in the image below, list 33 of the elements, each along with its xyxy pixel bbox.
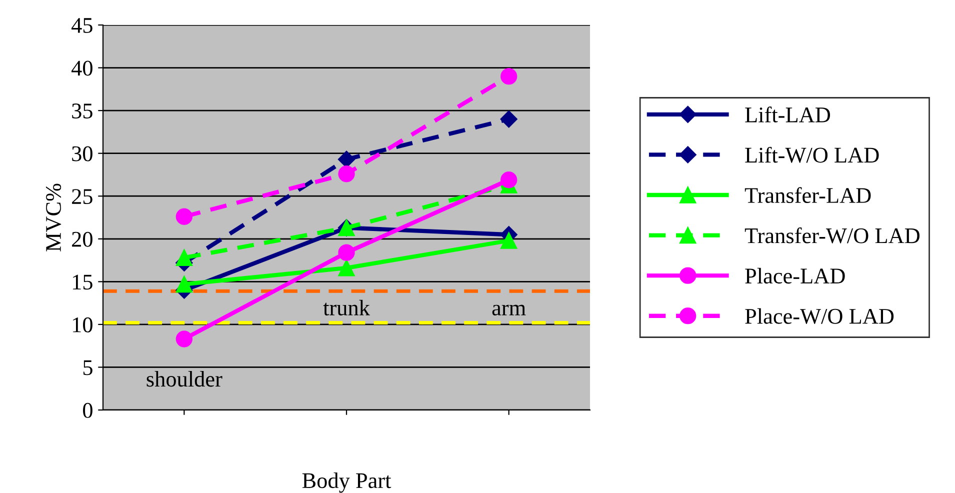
annotation: shoulder bbox=[146, 371, 222, 387]
point bbox=[500, 172, 518, 188]
point bbox=[500, 68, 518, 85]
legend-label: Place-W/O LAD bbox=[745, 308, 894, 324]
y-tick-label: 5 bbox=[83, 360, 92, 376]
legend-label: Lift-W/O LAD bbox=[745, 146, 879, 163]
y-tick-label: 30 bbox=[72, 146, 92, 162]
annotation: arm bbox=[492, 304, 526, 316]
y-tick-label: 20 bbox=[72, 232, 92, 247]
legend-label: Place-LAD bbox=[745, 268, 845, 284]
y-tick-label: 40 bbox=[71, 60, 92, 76]
y-tick-label: 15 bbox=[73, 274, 92, 290]
point bbox=[500, 232, 518, 249]
y-axis-title: MVC% bbox=[46, 184, 62, 252]
point bbox=[338, 150, 356, 168]
point bbox=[176, 330, 192, 348]
point bbox=[338, 260, 355, 276]
y-tick-label: 45 bbox=[71, 18, 92, 33]
y-tick-label: 25 bbox=[72, 189, 92, 204]
point bbox=[176, 276, 192, 293]
x-axis-title: Body Part bbox=[302, 472, 392, 493]
point bbox=[176, 249, 192, 266]
point bbox=[338, 166, 355, 182]
legend-label: Transfer-LAD bbox=[744, 187, 871, 203]
legend-label: Transfer-W/O LAD bbox=[744, 227, 920, 244]
legend-label: Lift-LAD bbox=[745, 106, 830, 122]
y-tick-label: 10 bbox=[73, 317, 92, 332]
annotation: trunk bbox=[323, 300, 370, 316]
y-tick-label: 35 bbox=[72, 104, 92, 118]
y-tick-label: 0 bbox=[83, 402, 92, 418]
point bbox=[338, 244, 355, 261]
point bbox=[176, 208, 192, 225]
point bbox=[500, 110, 518, 128]
